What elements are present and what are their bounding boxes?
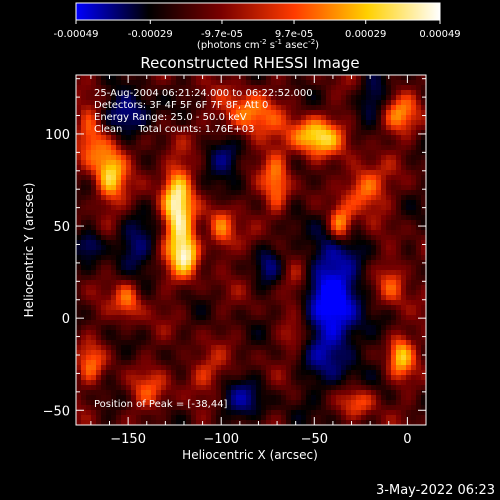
colorbar-tick-label: 0.00029 <box>345 29 386 40</box>
plot-area <box>75 74 427 426</box>
annotation-time-range: 25-Aug-2004 06:21:24.000 to 06:22:52.000 <box>94 88 313 99</box>
annotation-peak-position: Position of Peak = [-38,44] <box>94 399 228 410</box>
x-tick-label: 0 <box>403 432 411 447</box>
chart-title: Reconstructed RHESSI Image <box>140 54 359 72</box>
x-tick-label: −150 <box>110 432 146 447</box>
axis-ticks <box>76 75 427 425</box>
annotation-block: 25-Aug-2004 06:21:24.000 to 06:22:52.000… <box>94 88 313 410</box>
colorbar-ticks: -0.00049 -0.00029 -9.7e-05 9.7e-05 0.00029 0.… <box>54 20 461 40</box>
y-tick-labels: −50 0 50 100 <box>43 128 70 419</box>
y-tick-label: 0 <box>62 312 70 327</box>
colorbar-tick-label: 0.00049 <box>419 29 460 40</box>
x-tick-label: −100 <box>203 432 239 447</box>
colorbar-tick-label: -0.00049 <box>54 29 99 40</box>
y-tick-label: 50 <box>53 220 70 235</box>
plot-frame <box>75 74 427 426</box>
colorbar-strip <box>75 2 441 21</box>
annotation-detectors: Detectors: 3F 4F 5F 6F 7F 8F, Att 0 <box>94 100 268 111</box>
timestamp: 3-May-2022 06:23 <box>376 483 495 498</box>
x-axis-label: Heliocentric X (arcsec) <box>182 448 318 462</box>
y-tick-label: −50 <box>43 404 70 419</box>
colorbar: -0.00049 -0.00029 -9.7e-05 9.7e-05 0.00029 0.… <box>54 2 461 51</box>
y-tick-label: 100 <box>45 128 70 143</box>
annotation-clean-counts: Clean Total counts: 1.76E+03 <box>94 124 254 135</box>
colorbar-tick-label: -9.7e-05 <box>201 29 243 40</box>
colorbar-units-label: (photons cm-2 s-1 asec-2) <box>197 38 319 51</box>
x-tick-label: −50 <box>301 432 328 447</box>
y-axis-label: Heliocentric Y (arcsec) <box>22 183 36 318</box>
colorbar-tick-label: 9.7e-05 <box>275 29 313 40</box>
x-tick-labels: −150 −100 −50 0 <box>110 432 411 447</box>
heatmap-image <box>76 75 426 425</box>
annotation-energy-range: Energy Range: 25.0 - 50.0 keV <box>94 112 247 123</box>
colorbar-tick-label: -0.00029 <box>128 29 173 40</box>
